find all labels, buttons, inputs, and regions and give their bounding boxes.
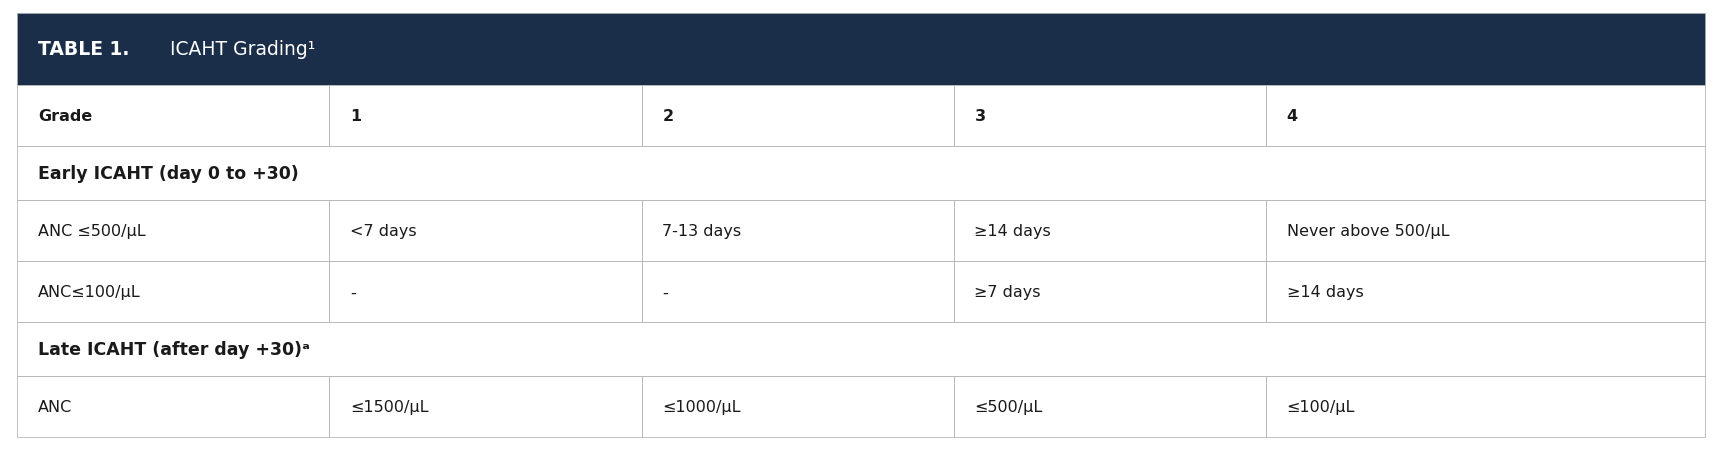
Bar <box>642 377 954 437</box>
Bar <box>954 377 1266 437</box>
Text: 3: 3 <box>975 109 985 124</box>
Bar <box>642 86 954 147</box>
Text: ≤100/μL: ≤100/μL <box>1286 400 1355 414</box>
Bar <box>17 201 329 262</box>
Bar <box>954 86 1266 147</box>
Text: 7-13 days: 7-13 days <box>663 224 742 239</box>
Bar <box>17 323 1705 377</box>
Text: 4: 4 <box>1286 109 1298 124</box>
Bar <box>954 201 1266 262</box>
Text: ≥7 days: ≥7 days <box>975 285 1042 300</box>
Bar <box>17 14 1705 86</box>
Text: ANC: ANC <box>38 400 72 414</box>
Text: TABLE 1.: TABLE 1. <box>38 40 129 60</box>
Bar <box>642 201 954 262</box>
Bar <box>1266 86 1705 147</box>
Bar <box>329 86 642 147</box>
Text: ≤1500/μL: ≤1500/μL <box>350 400 429 414</box>
Text: 1: 1 <box>350 109 362 124</box>
Text: Early ICAHT (day 0 to +30): Early ICAHT (day 0 to +30) <box>38 165 298 183</box>
Text: -: - <box>663 285 668 300</box>
Bar <box>1266 262 1705 323</box>
Text: ANC ≤500/μL: ANC ≤500/μL <box>38 224 145 239</box>
Bar <box>1266 201 1705 262</box>
Bar <box>954 262 1266 323</box>
Bar <box>329 262 642 323</box>
Bar <box>17 262 329 323</box>
Bar <box>642 262 954 323</box>
Text: ≤1000/μL: ≤1000/μL <box>663 400 740 414</box>
Bar <box>329 377 642 437</box>
Text: ICAHT Grading¹: ICAHT Grading¹ <box>164 40 315 60</box>
Text: Never above 500/μL: Never above 500/μL <box>1286 224 1450 239</box>
Bar <box>17 377 329 437</box>
Bar <box>17 147 1705 201</box>
Bar <box>1266 377 1705 437</box>
Text: ANC≤100/μL: ANC≤100/μL <box>38 285 141 300</box>
Text: <7 days: <7 days <box>350 224 417 239</box>
Text: 2: 2 <box>663 109 673 124</box>
Bar <box>329 201 642 262</box>
Bar <box>17 86 329 147</box>
Text: ≤500/μL: ≤500/μL <box>975 400 1044 414</box>
Text: ≥14 days: ≥14 days <box>1286 285 1364 300</box>
Text: -: - <box>350 285 356 300</box>
Text: ≥14 days: ≥14 days <box>975 224 1050 239</box>
Text: Late ICAHT (after day +30)ᵃ: Late ICAHT (after day +30)ᵃ <box>38 341 310 359</box>
Text: Grade: Grade <box>38 109 93 124</box>
